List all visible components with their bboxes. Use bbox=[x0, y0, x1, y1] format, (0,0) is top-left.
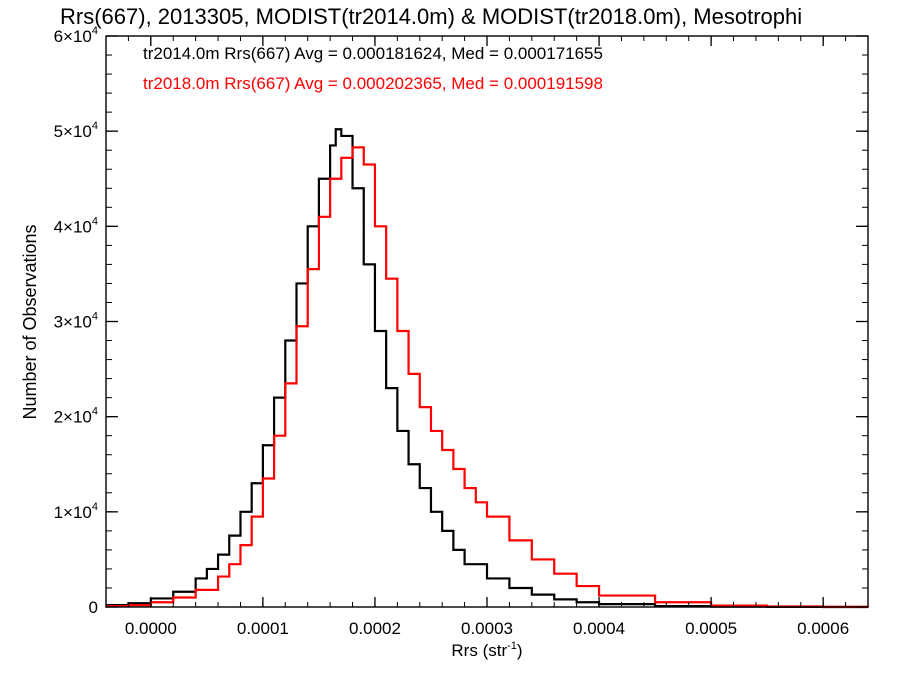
y-tick-label-6: 6×104 bbox=[54, 25, 98, 46]
x-tick-label-1: 0.0001 bbox=[237, 619, 289, 638]
chart-title: Rrs(667), 2013305, MODIST(tr2014.0m) & M… bbox=[60, 4, 802, 29]
y-axis: 0 1×104 2×104 3×104 4×104 5×104 6×104 bbox=[54, 25, 868, 617]
x-tick-label-0: 0.0000 bbox=[125, 619, 177, 638]
plot-frame bbox=[105, 35, 869, 608]
y-tick-label-2: 2×104 bbox=[54, 406, 98, 427]
plot-lines bbox=[106, 128, 870, 609]
x-axis-label: Rrs (str-1) bbox=[451, 640, 522, 660]
x-tick-label-2: 0.0002 bbox=[349, 619, 401, 638]
y-axis-label: Number of Observations bbox=[20, 224, 40, 419]
y-tick-label-4: 4×104 bbox=[54, 215, 98, 236]
x-tick-label-4: 0.0004 bbox=[573, 619, 625, 638]
y-tick-label-0: 0 bbox=[89, 598, 98, 617]
x-tick-label-3: 0.0003 bbox=[461, 619, 513, 638]
y-tick-label-3: 3×104 bbox=[54, 311, 98, 332]
x-tick-label-6: 0.0006 bbox=[797, 619, 849, 638]
annotations: tr2014.0m Rrs(667) Avg = 0.000181624, Me… bbox=[143, 44, 603, 93]
y-tick-label-1: 1×104 bbox=[54, 501, 98, 522]
y-tick-label-5: 5×104 bbox=[54, 120, 98, 141]
annotation-0: tr2014.0m Rrs(667) Avg = 0.000181624, Me… bbox=[143, 44, 603, 63]
series-line-0 bbox=[106, 128, 868, 609]
x-tick-label-5: 0.0005 bbox=[685, 619, 737, 638]
x-axis: 0.0000 0.0001 0.0002 0.0003 0.0004 0.0005 0.00… bbox=[105, 36, 869, 638]
annotation-1: tr2018.0m Rrs(667) Avg = 0.000202365, Me… bbox=[143, 74, 603, 93]
series-line-1 bbox=[106, 146, 870, 608]
